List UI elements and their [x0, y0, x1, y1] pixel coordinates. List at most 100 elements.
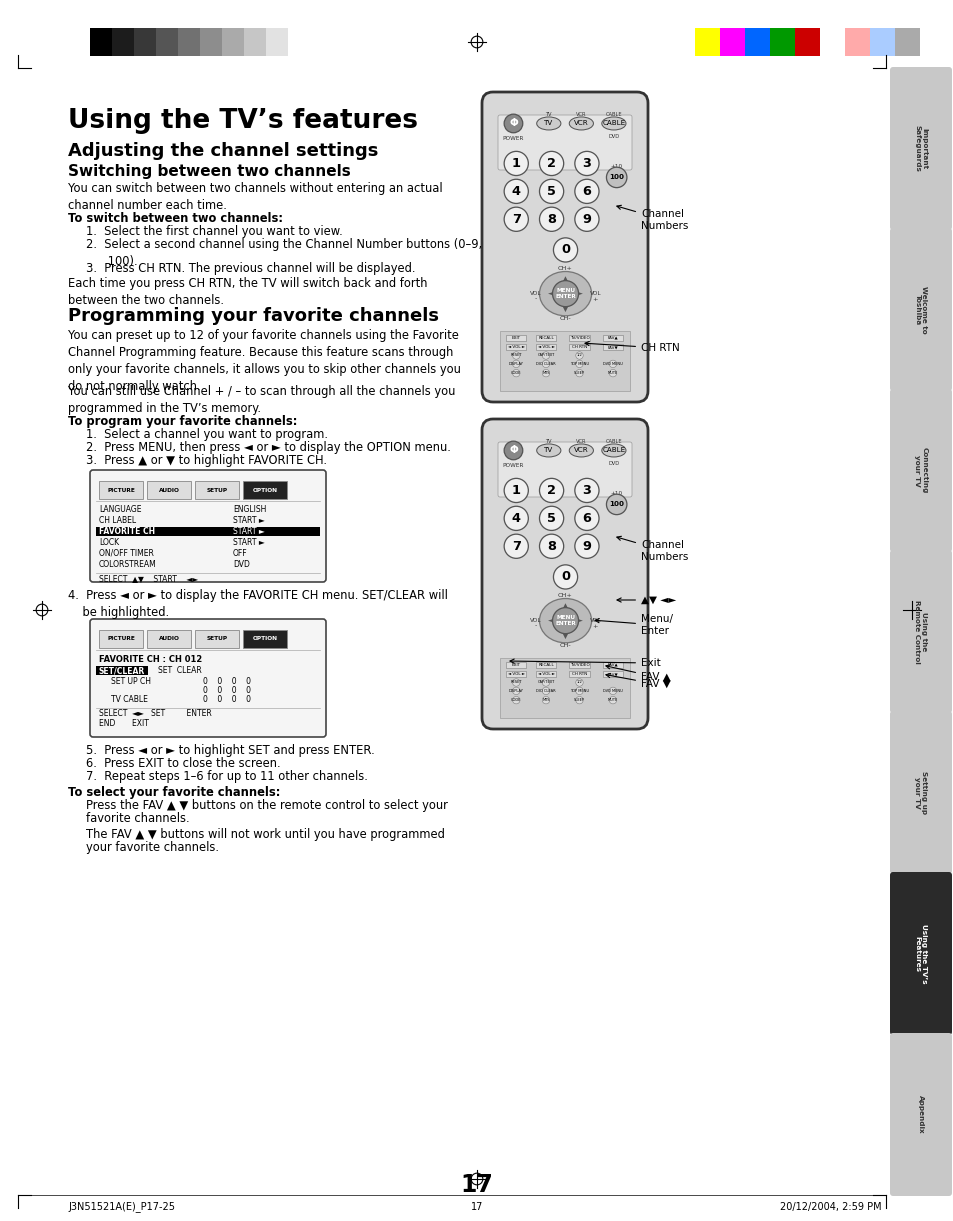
Text: 3: 3 [582, 158, 591, 170]
Circle shape [503, 179, 528, 204]
Bar [222, 28, 244, 56]
Ellipse shape [539, 271, 591, 316]
Text: The FAV ▲ ▼ buttons will not work until you have programmed: The FAV ▲ ▼ buttons will not work until … [86, 828, 444, 841]
Bar [243, 630, 287, 648]
Text: 17: 17 [460, 1173, 493, 1197]
Text: CH RTN: CH RTN [571, 346, 586, 349]
Text: +10: +10 [610, 164, 622, 168]
Text: Φ: Φ [509, 118, 517, 128]
Text: CH-: CH- [559, 643, 571, 648]
Circle shape [575, 479, 598, 503]
Text: DVD: DVD [608, 134, 618, 139]
Text: ◄: ◄ [547, 617, 554, 625]
Text: ▲▼ ◄►: ▲▼ ◄► [617, 595, 676, 604]
Text: ◄ VOL ►: ◄ VOL ► [507, 672, 524, 676]
Circle shape [576, 352, 582, 359]
Circle shape [503, 534, 528, 558]
Bar [194, 481, 239, 499]
Text: 1: 1 [511, 484, 520, 497]
Bar [536, 662, 556, 668]
Text: VOL: VOL [589, 618, 600, 623]
FancyBboxPatch shape [889, 711, 951, 874]
Text: LANGUAGE: LANGUAGE [99, 505, 141, 514]
Bar [869, 28, 894, 56]
Bar [569, 670, 589, 678]
Text: FAVORITE CH : CH 012: FAVORITE CH : CH 012 [99, 654, 202, 663]
Text: Appendix: Appendix [917, 1095, 923, 1134]
Text: Φ: Φ [509, 446, 517, 455]
Circle shape [609, 696, 616, 703]
Text: START ►: START ► [233, 516, 265, 525]
Text: CH+: CH+ [558, 266, 573, 271]
Text: CH RTN: CH RTN [584, 342, 679, 353]
Bar [505, 344, 526, 350]
Text: VOL: VOL [530, 291, 541, 297]
Text: 1/2: 1/2 [576, 680, 581, 685]
Text: COLORSTREAM: COLORSTREAM [99, 560, 156, 569]
Text: MUTE: MUTE [607, 371, 618, 375]
Text: OFF: OFF [233, 549, 248, 558]
Ellipse shape [569, 444, 593, 457]
Circle shape [512, 679, 519, 686]
Text: VCR: VCR [576, 111, 586, 117]
Text: TV/VIDEO: TV/VIDEO [569, 663, 589, 667]
Bar [156, 28, 178, 56]
FancyBboxPatch shape [481, 92, 647, 402]
Text: DIO CLEAR: DIO CLEAR [536, 361, 556, 366]
Circle shape [541, 352, 549, 359]
Text: VCR: VCR [574, 447, 588, 453]
Text: ON/OFF TIMER: ON/OFF TIMER [99, 549, 153, 558]
Ellipse shape [601, 444, 625, 457]
Text: 8: 8 [547, 212, 556, 226]
Text: ►: ► [576, 617, 582, 625]
Text: TV: TV [543, 121, 553, 127]
Text: Exit: Exit [510, 658, 660, 668]
Bar [178, 28, 200, 56]
Text: AUDIO: AUDIO [158, 636, 179, 641]
FancyBboxPatch shape [90, 619, 326, 737]
FancyBboxPatch shape [497, 442, 631, 497]
Bar [602, 344, 622, 350]
FancyBboxPatch shape [889, 872, 951, 1035]
Text: You can switch between two channels without entering an actual
channel number ea: You can switch between two channels with… [68, 182, 442, 212]
Circle shape [512, 687, 519, 695]
Circle shape [606, 495, 626, 514]
Text: CH-: CH- [559, 316, 571, 321]
Bar [769, 28, 794, 56]
Text: SETUP: SETUP [206, 487, 228, 492]
Text: FAV ▼: FAV ▼ [605, 674, 670, 689]
Circle shape [539, 208, 563, 231]
Bar [602, 662, 622, 668]
Text: EXIT: EXIT [511, 663, 520, 667]
Bar [499, 331, 629, 391]
Text: MENU: MENU [556, 288, 575, 293]
Text: RECALL: RECALL [537, 336, 554, 339]
Text: Menu/
Enter: Menu/ Enter [595, 614, 672, 636]
Circle shape [576, 370, 582, 377]
Bar [147, 630, 191, 648]
Text: 2.  Press MENU, then press ◄ or ► to display the OPTION menu.: 2. Press MENU, then press ◄ or ► to disp… [86, 441, 451, 454]
Text: EXIT: EXIT [511, 336, 520, 339]
Text: PICTURE: PICTURE [107, 636, 134, 641]
Bar [569, 335, 589, 341]
Circle shape [503, 151, 528, 176]
Text: AUDIO: AUDIO [158, 487, 179, 492]
Text: POWER: POWER [502, 463, 523, 468]
Text: DISPLAY: DISPLAY [508, 361, 523, 366]
Text: DVD MENU: DVD MENU [602, 361, 622, 366]
Text: RECALL: RECALL [537, 663, 554, 667]
Text: CABLE: CABLE [605, 438, 621, 443]
Text: DIO CLEAR: DIO CLEAR [536, 689, 556, 692]
Text: -: - [534, 297, 537, 302]
Text: 3.  Press CH RTN. The previous channel will be displayed.: 3. Press CH RTN. The previous channel wi… [86, 263, 416, 275]
Ellipse shape [537, 117, 560, 129]
FancyBboxPatch shape [481, 419, 647, 729]
Text: 17: 17 [471, 1201, 482, 1212]
Text: 6: 6 [582, 512, 591, 525]
Text: RESET: RESET [510, 680, 521, 685]
Bar [96, 665, 148, 675]
Circle shape [609, 360, 616, 368]
Text: CH LABEL: CH LABEL [99, 516, 136, 525]
Text: 1.  Select the first channel you want to view.: 1. Select the first channel you want to … [86, 225, 342, 238]
Text: Using the TV’s features: Using the TV’s features [68, 107, 417, 134]
